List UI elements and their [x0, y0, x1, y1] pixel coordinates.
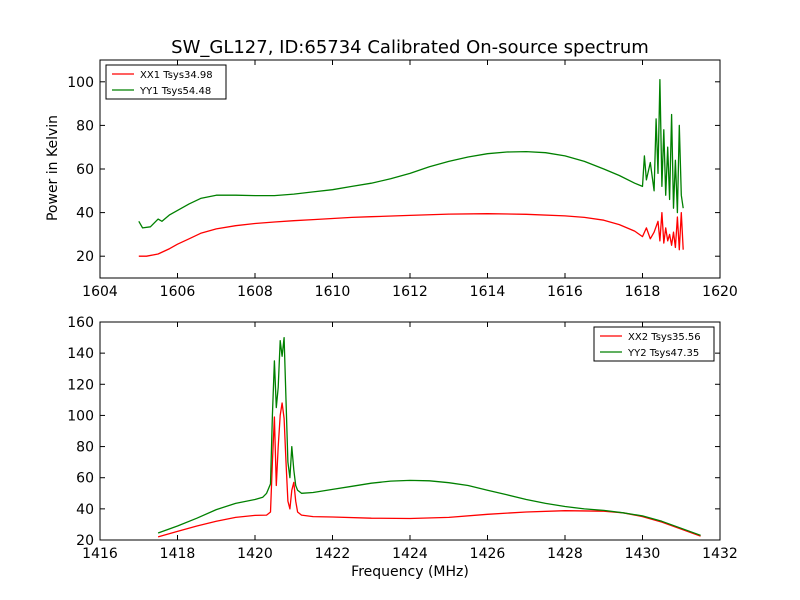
x-tick-label: 1616 — [547, 284, 583, 300]
legend-label-xx1: XX1 Tsys34.98 — [140, 70, 213, 81]
legend-label-yy1: YY1 Tsys54.48 — [139, 86, 211, 97]
y-tick-label: 20 — [76, 249, 94, 265]
y-tick-label: 140 — [67, 346, 94, 362]
x-tick-label: 1424 — [392, 546, 428, 562]
legend-label-yy2: YY2 Tsys47.35 — [627, 348, 699, 359]
y-tick-label: 100 — [67, 408, 94, 424]
x-tick-label: 1428 — [547, 546, 583, 562]
y-tick-label: 60 — [76, 162, 94, 178]
axis-ticks: 1416 1418 1420 1422 1424 1426 1428 1430 1432 20 40… — [67, 315, 738, 562]
legend-box — [105, 64, 227, 100]
x-tick-label: 1426 — [470, 546, 506, 562]
series-lines — [157, 336, 701, 538]
bottom-plot-panel: Frequency (MHz) 1416 1418 1420 1422 1424 1426… — [67, 315, 738, 580]
x-tick-label: 1610 — [315, 284, 351, 300]
plot-frame — [99, 321, 721, 541]
x-tick-label: 1422 — [315, 546, 351, 562]
legend-box — [593, 326, 715, 362]
series-line-xx1 — [138, 211, 684, 257]
top-plot-panel: SW_GL127, ID:65734 Calibrated On-source … — [45, 37, 738, 300]
y-tick-label: 20 — [76, 533, 94, 549]
y-tick-label: 100 — [67, 75, 94, 91]
x-tick-label: 1418 — [160, 546, 196, 562]
x-tick-label: 1620 — [702, 284, 738, 300]
y-axis-label: Power in Kelvin — [45, 115, 61, 221]
series-line-yy2 — [157, 336, 701, 536]
y-tick-label: 120 — [67, 377, 94, 393]
y-tick-label: 40 — [76, 206, 94, 222]
y-tick-label: 80 — [76, 440, 94, 456]
y-tick-label: 60 — [76, 471, 94, 487]
series-line-yy1 — [138, 78, 684, 229]
legend: XX1 Tsys34.98 YY1 Tsys54.48 — [105, 64, 227, 100]
y-tick-label: 80 — [76, 118, 94, 134]
x-tick-label: 1614 — [470, 284, 506, 300]
plot-frame — [99, 59, 721, 279]
x-tick-label: 1608 — [237, 284, 273, 300]
x-tick-label: 1432 — [702, 546, 738, 562]
y-tick-label: 40 — [76, 502, 94, 518]
legend-label-xx2: XX2 Tsys35.56 — [628, 332, 701, 343]
x-tick-label: 1416 — [82, 546, 118, 562]
x-tick-label: 1430 — [625, 546, 661, 562]
series-line-xx2 — [157, 402, 701, 538]
x-tick-label: 1604 — [82, 284, 118, 300]
x-axis-label: Frequency (MHz) — [351, 564, 469, 580]
x-tick-label: 1618 — [625, 284, 661, 300]
x-tick-label: 1420 — [237, 546, 273, 562]
chart-title: SW_GL127, ID:65734 Calibrated On-source … — [171, 37, 649, 58]
legend: XX2 Tsys35.56 YY2 Tsys47.35 — [593, 326, 715, 362]
series-lines — [138, 78, 684, 257]
x-tick-label: 1612 — [392, 284, 428, 300]
axis-ticks: 1604 1606 1608 1610 1612 1614 1616 1618 1620 20 40… — [67, 60, 738, 300]
x-tick-label: 1606 — [160, 284, 196, 300]
y-tick-label: 160 — [67, 315, 94, 331]
